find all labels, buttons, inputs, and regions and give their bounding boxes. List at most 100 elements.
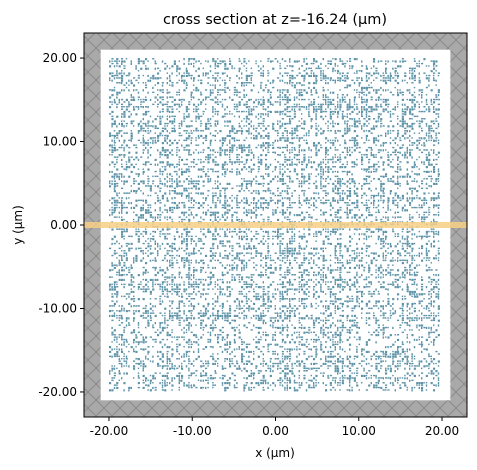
structure-cell (351, 178, 354, 181)
structure-cell (420, 259, 424, 262)
structure-cell (428, 170, 430, 173)
structure-cell (394, 182, 397, 185)
structure-cell (315, 118, 317, 121)
structure-cell (324, 199, 328, 202)
structure-cell (339, 72, 341, 75)
structure-cell (317, 197, 320, 199)
structure-cell (303, 247, 306, 250)
structure-cell (180, 79, 184, 82)
structure-cell (267, 106, 269, 109)
structure-cell (212, 84, 214, 86)
structure-cell (375, 218, 378, 221)
structure-cell (396, 187, 399, 190)
structure-cell (113, 185, 116, 188)
structure-cell (159, 110, 161, 113)
structure-cell (382, 259, 385, 262)
structure-cell (305, 283, 308, 286)
structure-cell (315, 106, 317, 108)
structure-cell (339, 130, 341, 133)
structure-cell (387, 242, 389, 245)
structure-cell (140, 250, 143, 253)
structure-cell (348, 192, 352, 195)
structure-cell (375, 98, 377, 101)
structure-cell (305, 245, 308, 248)
structure-cell (204, 235, 207, 238)
structure-cell (308, 156, 310, 158)
structure-cell (183, 58, 185, 61)
structure-cell (312, 262, 315, 265)
structure-cell (255, 115, 257, 118)
structure-cell (200, 271, 202, 274)
structure-cell (209, 218, 212, 221)
structure-cell (116, 134, 119, 137)
structure-cell (279, 79, 281, 82)
structure-cell (113, 146, 116, 149)
structure-cell (406, 130, 409, 133)
structure-cell (142, 257, 145, 260)
structure-cell (180, 211, 184, 214)
structure-cell (332, 122, 334, 125)
structure-cell (183, 82, 185, 85)
structure-cell (399, 65, 402, 68)
structure-cell (224, 151, 226, 154)
structure-cell (142, 182, 145, 185)
structure-cell (288, 238, 291, 240)
structure-cell (300, 262, 304, 264)
structure-cell (356, 70, 358, 73)
structure-cell (147, 132, 150, 134)
structure-cell (156, 149, 159, 152)
structure-cell (166, 163, 169, 166)
structure-cell (171, 245, 173, 248)
structure-cell (202, 180, 205, 183)
structure-cell (274, 262, 277, 264)
structure-cell (375, 120, 378, 123)
structure-cell (260, 60, 262, 62)
structure-cell (108, 65, 112, 68)
structure-cell (324, 190, 327, 192)
structure-cell (156, 137, 160, 139)
structure-cell (116, 74, 119, 77)
structure-cell (322, 197, 325, 199)
structure-cell (360, 233, 363, 235)
structure-cell (432, 274, 435, 276)
structure-cell (236, 211, 238, 214)
structure-cell (142, 144, 145, 146)
structure-cell (308, 274, 310, 277)
structure-cell (123, 60, 126, 63)
structure-cell (360, 65, 364, 67)
structure-cell (411, 94, 414, 97)
structure-cell (238, 274, 241, 276)
structure-cell (430, 98, 433, 101)
structure-cell (437, 194, 440, 197)
structure-cell (171, 65, 174, 68)
structure-cell (353, 142, 356, 145)
structure-cell (171, 211, 174, 214)
structure-cell (399, 139, 402, 142)
structure-cell (300, 264, 304, 266)
structure-cell (135, 89, 138, 91)
structure-cell (228, 89, 231, 91)
structure-cell (387, 132, 389, 135)
structure-cell (183, 264, 186, 267)
structure-cell (380, 180, 382, 182)
structure-cell (219, 84, 221, 86)
structure-cell (396, 175, 399, 178)
structure-cell (401, 271, 404, 274)
structure-cell (351, 209, 353, 211)
structure-cell (420, 137, 423, 140)
structure-cell (327, 266, 329, 269)
structure-cell (425, 156, 428, 159)
structure-cell (123, 180, 126, 183)
structure-cell (284, 158, 287, 161)
structure-cell (370, 235, 373, 238)
structure-cell (147, 60, 149, 62)
structure-cell (411, 106, 413, 109)
structure-cell (346, 125, 349, 128)
structure-cell (396, 151, 400, 154)
structure-cell (428, 125, 431, 128)
structure-cell (281, 58, 284, 61)
structure-cell (190, 120, 193, 122)
structure-cell (156, 106, 159, 108)
structure-cell (221, 281, 224, 284)
structure-cell (365, 206, 368, 209)
